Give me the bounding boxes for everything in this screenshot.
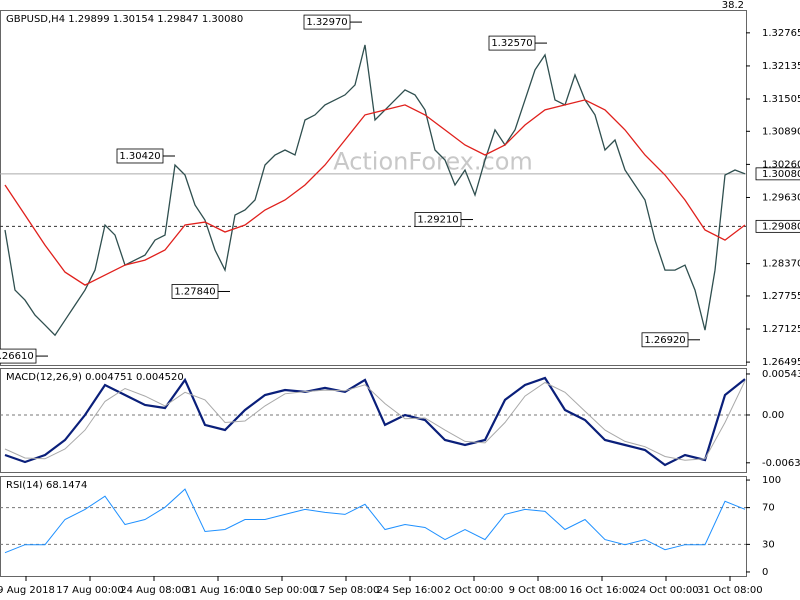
y-tick-label: 1.27755	[762, 291, 800, 302]
series-line	[4, 99, 746, 286]
annotation-box	[488, 35, 536, 51]
y-tick-label: 30	[762, 539, 775, 550]
annotation-box	[303, 14, 351, 30]
series-line	[4, 376, 746, 467]
y-tick-label: 1.32135	[762, 61, 800, 72]
panel-frame	[0, 10, 747, 366]
annotation-box	[0, 348, 37, 364]
annotation-label: 1.32570	[491, 38, 532, 49]
y-tick-label: 70	[762, 503, 775, 514]
annotation-box	[641, 332, 689, 348]
x-tick-label: 10 Sep 00:00	[249, 585, 316, 596]
y-tick-label: 0.00543	[762, 369, 800, 380]
x-tick-label: 24 Aug 08:00	[120, 585, 187, 596]
annotation-label: 1.27840	[174, 286, 215, 297]
panel-title: RSI(14) 68.1474	[6, 480, 87, 491]
x-tick-label: 31 Aug 16:00	[184, 585, 251, 596]
panel-frame	[0, 476, 747, 577]
x-tick-label: 17 Aug 00:00	[56, 585, 123, 596]
annotation-label: 1.30420	[119, 151, 160, 162]
y-tick-label: 1.28370	[762, 259, 800, 270]
y-tick-label: 0.00	[762, 410, 784, 421]
y-tick-label: 1.30890	[762, 126, 800, 137]
price-label-box	[755, 219, 800, 233]
series-line	[4, 44, 746, 337]
y-tick-label: 0	[762, 567, 768, 578]
annotation-box	[116, 148, 164, 164]
annotation-label: 1.29210	[417, 215, 458, 226]
x-tick-label: 17 Sep 08:00	[313, 585, 380, 596]
y-tick-label: 1.26495	[762, 357, 800, 368]
y-tick-label: 100	[762, 475, 781, 486]
series-line	[4, 380, 746, 461]
x-tick-label: 16 Oct 16:00	[569, 585, 634, 596]
x-tick-label: 31 Oct 08:00	[697, 585, 762, 596]
y-tick-label: 1.31505	[762, 94, 800, 105]
corner-note: 38.2	[722, 0, 744, 11]
panel-title: GBPUSD,H4 1.29899 1.30154 1.29847 1.3008…	[6, 14, 243, 25]
watermark: ActionForex.com	[333, 148, 533, 176]
y-tick-label: -0.006332	[762, 458, 800, 469]
annotation-box	[414, 212, 462, 227]
annotation-label: 1.26610	[0, 351, 34, 362]
x-tick-label: 2 Oct 00:00	[445, 585, 504, 596]
y-tick-label: 1.30260	[762, 159, 800, 170]
x-tick-label: 24 Sep 16:00	[377, 585, 444, 596]
series-line	[4, 488, 746, 554]
x-tick-label: 24 Oct 00:00	[633, 585, 698, 596]
price-label: 1.29080	[762, 221, 800, 232]
x-tick-label: 9 Aug 2018	[0, 585, 55, 596]
panel-title: MACD(12,26,9) 0.004751 0.004520	[6, 372, 184, 383]
price-label: 1.30080	[762, 169, 800, 180]
y-tick-label: 1.32765	[762, 28, 800, 39]
panel-frame	[0, 368, 747, 473]
y-tick-label: 1.29630	[762, 192, 800, 203]
annotation-label: 1.32970	[306, 17, 347, 28]
annotation-box	[171, 284, 219, 299]
x-tick-label: 9 Oct 08:00	[509, 585, 568, 596]
y-tick-label: 1.27125	[762, 324, 800, 335]
price-label-box	[755, 167, 800, 181]
annotation-label: 1.26920	[644, 335, 685, 346]
